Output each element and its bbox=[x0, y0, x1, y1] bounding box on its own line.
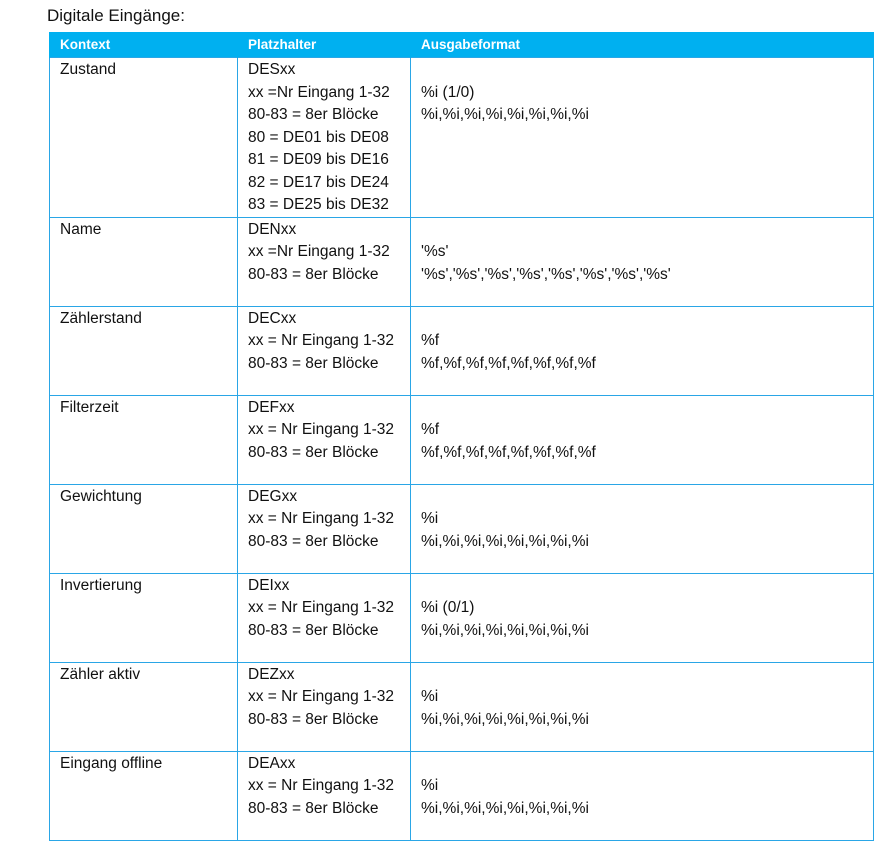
header-platzhalter: Platzhalter bbox=[237, 32, 411, 58]
header-kontext: Kontext bbox=[49, 32, 238, 58]
platzhalter-line: DEFxx bbox=[248, 398, 295, 416]
platzhalter-line: 82 = DE17 bis DE24 bbox=[248, 173, 389, 191]
format-cell: %i %i,%i,%i,%i,%i,%i,%i,%i bbox=[410, 483, 874, 574]
platzhalter-line: xx =Nr Eingang 1-32 bbox=[248, 83, 390, 101]
platzhalter-cell: DEFxx xx = Nr Eingang 1-32 80-83 = 8er Blö… bbox=[237, 394, 411, 485]
format-cell: %i (0/1) %i,%i,%i,%i,%i,%i,%i,%i bbox=[410, 572, 874, 663]
table-row: Invertierung DEIxx xx = Nr Eingang 1-32 80-… bbox=[49, 572, 874, 663]
kontext-cell: Gewichtung bbox=[49, 483, 238, 574]
platzhalter-line: DEIxx bbox=[248, 576, 290, 594]
kontext-cell: Filterzeit bbox=[49, 394, 238, 485]
platzhalter-line: xx = Nr Eingang 1-32 bbox=[248, 688, 395, 705]
platzhalter-line: 80-83 = 8er Blöcke bbox=[248, 621, 379, 639]
platzhalter-line: DECxx bbox=[248, 309, 297, 327]
format-line: %i bbox=[421, 688, 439, 705]
format-line: %i,%i,%i,%i,%i,%i,%i,%i bbox=[421, 799, 589, 817]
format-line: %i,%i,%i,%i,%i,%i,%i,%i bbox=[421, 106, 589, 123]
platzhalter-line: DEZxx bbox=[248, 665, 295, 683]
kontext-cell: Zustand bbox=[49, 57, 238, 218]
header-ausgabeformat: Ausgabeformat bbox=[410, 32, 874, 58]
platzhalter-line: 80-83 = 8er Blöcke bbox=[248, 532, 379, 550]
table-row: Zähler aktiv DEZxx xx = Nr Eingang 1-32 80-… bbox=[49, 661, 874, 752]
platzhalter-line: 80-83 = 8er Blöcke bbox=[248, 443, 379, 461]
kontext-text: Name bbox=[60, 220, 102, 238]
format-line: %f,%f,%f,%f,%f,%f,%f,%f bbox=[421, 354, 596, 372]
kontext-cell: Eingang offline bbox=[49, 750, 238, 841]
platzhalter-cell: DECxx xx = Nr Eingang 1-32 80-83 = 8er Blö… bbox=[237, 305, 411, 396]
platzhalter-cell: DENxx xx =Nr Eingang 1-32 80-83 = 8er Blöc… bbox=[237, 216, 411, 307]
platzhalter-line: xx = Nr Eingang 1-32 bbox=[248, 777, 395, 794]
format-line: %i (0/1) bbox=[421, 599, 475, 616]
kontext-text: Zähler aktiv bbox=[60, 665, 141, 683]
platzhalter-cell: DEAxx xx = Nr Eingang 1-32 80-83 = 8er Blö… bbox=[237, 750, 411, 841]
platzhalter-line: 83 = DE25 bis DE32 bbox=[248, 196, 389, 213]
format-line: %f bbox=[421, 332, 440, 349]
table-row: Gewichtung DEGxx xx = Nr Eingang 1-32 80-83… bbox=[49, 483, 874, 574]
section-title: Digitale Eingänge: bbox=[47, 6, 185, 25]
format-line: '%s','%s','%s','%s','%s','%s','%s','%s' bbox=[421, 265, 671, 283]
platzhalter-line: 80-83 = 8er Blöcke bbox=[248, 106, 379, 123]
kontext-text: Invertierung bbox=[60, 576, 142, 594]
format-line: %i (1/0) bbox=[421, 83, 475, 101]
format-cell: '%s' '%s','%s','%s','%s','%s','%s','%s','… bbox=[410, 216, 874, 307]
platzhalter-line: DESxx bbox=[248, 61, 296, 78]
kontext-cell: Zählerstand bbox=[49, 305, 238, 396]
kontext-text: Gewichtung bbox=[60, 487, 142, 505]
platzhalter-line: DENxx bbox=[248, 220, 297, 238]
format-cell: %i %i,%i,%i,%i,%i,%i,%i,%i bbox=[410, 750, 874, 841]
platzhalter-cell: DEZxx xx = Nr Eingang 1-32 80-83 = 8er Blö… bbox=[237, 661, 411, 752]
format-line: %f,%f,%f,%f,%f,%f,%f,%f bbox=[421, 443, 596, 461]
platzhalter-line: xx = Nr Eingang 1-32 bbox=[248, 599, 395, 616]
platzhalter-cell: DESxx xx =Nr Eingang 1-32 80-83 = 8er Blöc… bbox=[237, 57, 411, 218]
platzhalter-line: 81 = DE09 bis DE16 bbox=[248, 151, 389, 168]
platzhalter-cell: DEGxx xx = Nr Eingang 1-32 80-83 = 8er Blö… bbox=[237, 483, 411, 574]
platzhalter-line: 80-83 = 8er Blöcke bbox=[248, 799, 379, 817]
platzhalter-line: 80-83 = 8er Blöcke bbox=[248, 710, 379, 728]
format-line: %i,%i,%i,%i,%i,%i,%i,%i bbox=[421, 710, 589, 728]
format-cell: %i %i,%i,%i,%i,%i,%i,%i,%i bbox=[410, 661, 874, 752]
platzhalter-line: 80 = DE01 bis DE08 bbox=[248, 128, 389, 146]
format-line: %f bbox=[421, 421, 440, 438]
table-row: Name DENxx xx =Nr Eingang 1-32 80-83 = 8er … bbox=[49, 216, 874, 307]
platzhalter-cell: DEIxx xx = Nr Eingang 1-32 80-83 = 8er Blö… bbox=[237, 572, 411, 663]
platzhalter-line: 80-83 = 8er Blöcke bbox=[248, 354, 379, 372]
table-row: Filterzeit DEFxx xx = Nr Eingang 1-32 80-83… bbox=[49, 394, 874, 485]
format-line: %i bbox=[421, 777, 439, 794]
kontext-cell: Name bbox=[49, 216, 238, 307]
platzhalter-line: DEGxx bbox=[248, 487, 298, 505]
format-cell: %i (1/0) %i,%i,%i,%i,%i,%i,%i,%i bbox=[410, 57, 874, 218]
kontext-cell: Zähler aktiv bbox=[49, 661, 238, 752]
format-line: '%s' bbox=[421, 243, 449, 260]
table-row: Zustand DESxx xx =Nr Eingang 1-32 80-83 = 8… bbox=[49, 57, 874, 218]
format-cell: %f %f,%f,%f,%f,%f,%f,%f,%f bbox=[410, 305, 874, 396]
platzhalter-line: xx = Nr Eingang 1-32 bbox=[248, 510, 395, 527]
format-line: %i bbox=[421, 510, 439, 527]
platzhalter-line: xx = Nr Eingang 1-32 bbox=[248, 421, 395, 438]
kontext-text: Zählerstand bbox=[60, 309, 142, 327]
platzhalter-line: 80-83 = 8er Blöcke bbox=[248, 265, 379, 283]
platzhalter-line: DEAxx bbox=[248, 754, 296, 772]
kontext-text: Zustand bbox=[60, 61, 117, 78]
kontext-text: Eingang offline bbox=[60, 754, 163, 772]
kontext-text: Filterzeit bbox=[60, 398, 119, 416]
digital-inputs-table: Kontext Platzhalter Ausgabeformat Zustan… bbox=[49, 32, 874, 841]
format-line: %i,%i,%i,%i,%i,%i,%i,%i bbox=[421, 621, 589, 639]
kontext-cell: Invertierung bbox=[49, 572, 238, 663]
table-header: Kontext Platzhalter Ausgabeformat bbox=[49, 32, 874, 58]
format-line: %i,%i,%i,%i,%i,%i,%i,%i bbox=[421, 532, 589, 550]
format-cell: %f %f,%f,%f,%f,%f,%f,%f,%f bbox=[410, 394, 874, 485]
table-row: Eingang offline DEAxx xx = Nr Eingang 1-32… bbox=[49, 750, 874, 841]
platzhalter-line: xx =Nr Eingang 1-32 bbox=[248, 243, 390, 260]
table-row: Zählerstand DECxx xx = Nr Eingang 1-32 80-8… bbox=[49, 305, 874, 396]
platzhalter-line: xx = Nr Eingang 1-32 bbox=[248, 332, 395, 349]
